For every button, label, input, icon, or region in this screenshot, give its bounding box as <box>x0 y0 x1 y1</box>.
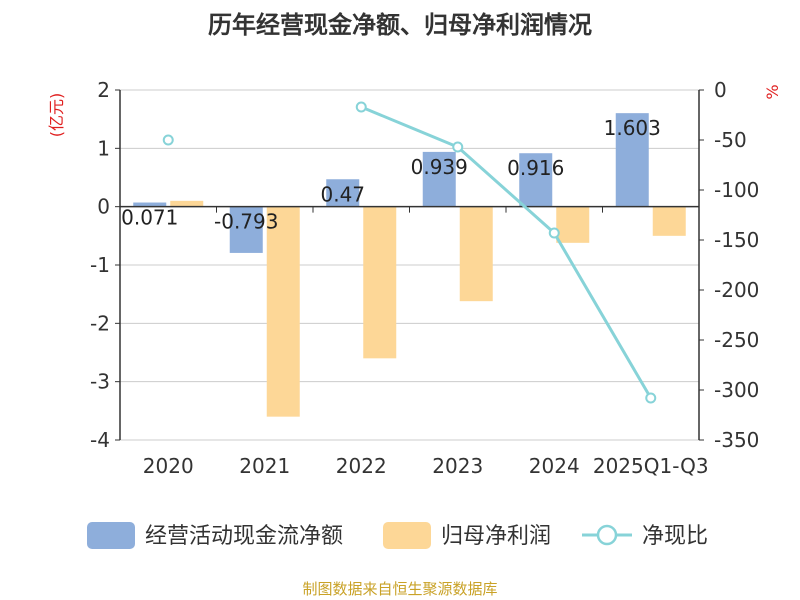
legend-label-ratio: 净现比 <box>642 524 708 549</box>
y-right-axis-label: % <box>763 84 782 99</box>
bar-profit <box>170 200 204 207</box>
y-left-tick-label: 1 <box>97 136 110 160</box>
ratio-line-path <box>360 105 653 399</box>
ratio-line <box>162 101 657 404</box>
legend-label-profit: 归母净利润 <box>441 524 551 549</box>
bar-profit <box>363 206 397 359</box>
legend-swatch-profit <box>383 522 431 549</box>
bar-profit <box>652 206 686 236</box>
y-left-axis-label: (亿元) <box>47 93 66 138</box>
axes: 210-1-2-3-40-50-100-150-200-250-300-3502… <box>90 78 759 478</box>
bars <box>133 113 686 417</box>
y-left-tick-label: 0 <box>97 195 110 219</box>
x-tick-label: 2025Q1-Q3 <box>593 454 709 478</box>
bar-cashflow <box>326 179 360 207</box>
bar-profit <box>266 206 300 417</box>
y-left-tick-label: 2 <box>97 78 110 102</box>
chart-title: 历年经营现金净额、归母净利润情况 <box>208 11 592 39</box>
y-right-tick-label: -300 <box>714 378 759 402</box>
x-tick-label: 2022 <box>336 454 387 478</box>
y-left-tick-label: -1 <box>90 253 110 277</box>
data-label: 0.916 <box>507 156 564 180</box>
y-right-tick-label: -100 <box>714 178 759 202</box>
bar-profit <box>556 206 590 243</box>
y-right-tick-label: 0 <box>714 78 727 102</box>
y-right-tick-label: -50 <box>714 128 747 152</box>
legend: 经营活动现金流净额 归母净利润 净现比 <box>87 522 708 549</box>
ratio-point <box>162 134 174 146</box>
ratio-point <box>355 101 367 113</box>
y-left-tick-label: -3 <box>90 370 110 394</box>
data-label: -0.793 <box>214 210 278 234</box>
data-label: 0.071 <box>121 206 178 230</box>
y-right-tick-label: -350 <box>714 428 759 452</box>
bar-cashflow <box>519 153 553 207</box>
grid-lines <box>120 89 699 441</box>
ratio-point <box>452 141 464 153</box>
legend-label-cashflow: 经营活动现金流净额 <box>145 524 343 549</box>
data-label: 1.603 <box>604 116 661 140</box>
data-labels: 0.071 -0.793 0.47 0.939 0.916 1.603 <box>121 116 661 234</box>
bar-cashflow <box>422 151 456 207</box>
bar-cashflow <box>615 113 649 207</box>
ratio-point <box>645 392 657 404</box>
y-right-tick-label: -200 <box>714 278 759 302</box>
bar-cashflow <box>229 206 263 253</box>
y-right-tick-label: -150 <box>714 228 759 252</box>
bar-cashflow <box>133 202 167 207</box>
ratio-point <box>548 227 560 239</box>
x-tick-label: 2024 <box>529 454 580 478</box>
legend-swatch-cashflow <box>87 522 135 549</box>
y-left-tick-label: -2 <box>90 311 110 335</box>
y-left-tick-label: -4 <box>90 428 110 452</box>
data-label: 0.939 <box>411 155 468 179</box>
legend-swatch-ratio-point <box>596 524 618 546</box>
x-tick-label: 2023 <box>432 454 483 478</box>
data-label: 0.47 <box>320 182 365 206</box>
y-right-tick-label: -250 <box>714 328 759 352</box>
x-tick-label: 2020 <box>143 454 194 478</box>
bar-profit <box>459 206 493 302</box>
source-note: 制图数据来自恒生聚源数据库 <box>302 580 497 598</box>
x-tick-label: 2021 <box>239 454 290 478</box>
